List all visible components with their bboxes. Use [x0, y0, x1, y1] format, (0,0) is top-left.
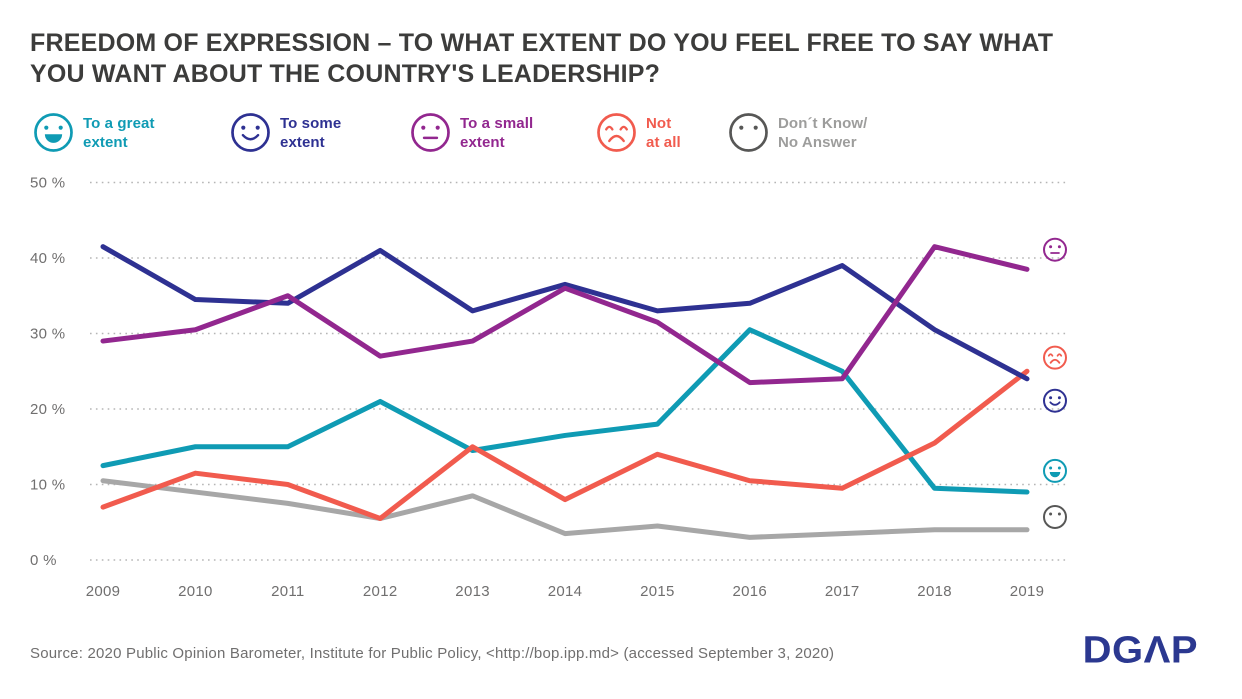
- face-blank-icon: [729, 113, 768, 152]
- legend-label-some: To some extent: [280, 112, 341, 152]
- series-end-icon-great: [1043, 458, 1067, 483]
- legend-label-great: To a great extent: [83, 112, 155, 152]
- legend-label-notatall: Not at all: [646, 112, 681, 152]
- legend-label-line: extent: [280, 134, 325, 151]
- series-end-icon-small: [1043, 237, 1067, 262]
- legend-label-line: To a great: [83, 115, 155, 132]
- x-tick-label-2014: 2014: [548, 583, 583, 600]
- y-tick-label-20: 20 %: [30, 401, 65, 418]
- source-note: Source: 2020 Public Opinion Barometer, I…: [30, 645, 835, 662]
- legend-label-line: extent: [460, 134, 505, 151]
- legend-item-notatall: Not at all: [596, 112, 681, 153]
- y-tick-label-30: 30 %: [30, 326, 65, 343]
- chart-title-line2: YOU WANT ABOUT THE COUNTRY'S LEADERSHIP?: [30, 60, 661, 88]
- legend-label-line: Not: [646, 115, 672, 132]
- legend-label-line: at all: [646, 134, 681, 151]
- legend-item-great: To a great extent: [33, 112, 155, 153]
- x-tick-label-2017: 2017: [825, 583, 860, 600]
- chart-title-line1: FREEDOM OF EXPRESSION – TO WHAT EXTENT D…: [30, 29, 1054, 57]
- legend-dontknow-face-icon: [729, 113, 768, 152]
- dgap-logo: DGΛP: [1082, 629, 1198, 671]
- y-tick-label-40: 40 %: [30, 250, 65, 267]
- x-tick-label-2009: 2009: [86, 583, 121, 600]
- y-tick-label-10: 10 %: [30, 477, 65, 494]
- y-tick-label-0: 0 %: [30, 552, 57, 569]
- legend-item-small: To a small extent: [410, 112, 533, 153]
- legend-great-face-icon: [34, 113, 73, 152]
- x-tick-label-2018: 2018: [917, 583, 952, 600]
- legend-small-face-icon: [411, 113, 450, 152]
- legend: To a great extent To some extent To a small e…: [0, 112, 1242, 167]
- series-end-icon-notatall: [1043, 345, 1067, 370]
- x-tick-label-2011: 2011: [271, 583, 304, 600]
- face-smile-icon: [231, 113, 270, 152]
- chart-title: FREEDOM OF EXPRESSION – TO WHAT EXTENT D…: [30, 28, 1210, 90]
- face-sad-icon: [597, 113, 636, 152]
- legend-label-line: To some: [280, 115, 342, 132]
- series-line-great: [100, 327, 1030, 495]
- legend-notatall-face-icon: [597, 113, 636, 152]
- x-tick-label-2012: 2012: [363, 583, 398, 600]
- x-tick-label-2016: 2016: [733, 583, 768, 600]
- legend-label-small: To a small extent: [460, 112, 533, 152]
- legend-label-dontknow: Don´t Know/No Answer: [778, 112, 867, 152]
- series-line-notatall: [100, 368, 1030, 521]
- series-end-icon-some: [1043, 388, 1067, 413]
- x-tick-label-2010: 2010: [178, 583, 213, 600]
- y-tick-label-50: 50 %: [30, 175, 65, 192]
- series-end-icon-dontknow: [1043, 504, 1067, 529]
- legend-label-line: extent: [83, 134, 128, 151]
- x-tick-label-2015: 2015: [640, 583, 675, 600]
- legend-label-line: To a small: [460, 115, 534, 132]
- series-line-dontknow: [100, 478, 1030, 540]
- x-tick-label-2019: 2019: [1010, 583, 1045, 600]
- legend-label-line: No Answer: [778, 134, 857, 151]
- face-neutral-icon: [411, 113, 450, 152]
- legend-some-face-icon: [231, 113, 270, 152]
- series-line-small: [100, 244, 1030, 386]
- series-line-some: [100, 244, 1030, 382]
- legend-label-line: Don´t Know/: [778, 115, 868, 132]
- legend-item-some: To some extent: [230, 112, 341, 153]
- face-grin-icon: [34, 113, 73, 152]
- x-tick-label-2013: 2013: [455, 583, 490, 600]
- legend-item-dontknow: Don´t Know/No Answer: [728, 112, 867, 153]
